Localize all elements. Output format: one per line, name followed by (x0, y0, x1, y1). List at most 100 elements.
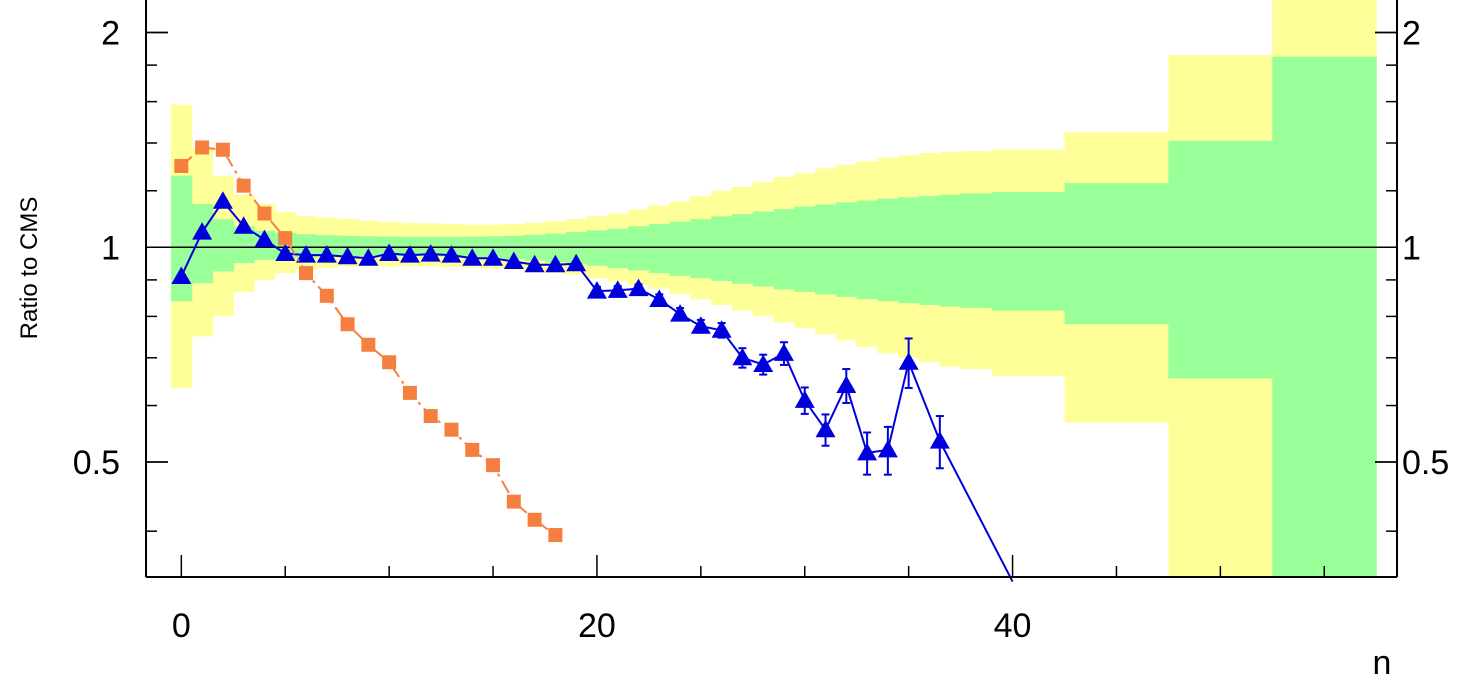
data-point-triangle (275, 243, 296, 262)
inner-band-bin (337, 235, 359, 257)
data-point-square (486, 458, 501, 473)
data-point-triangle (399, 245, 420, 263)
inner-band-bin (357, 236, 380, 257)
inner-band-bin (835, 202, 858, 297)
inner-band-bin (960, 193, 993, 308)
data-point-triangle (441, 245, 462, 263)
inner-band-bin (233, 226, 255, 264)
data-point-triangle (628, 278, 649, 297)
data-point-triangle (670, 304, 691, 322)
data-point-triangle (316, 245, 337, 263)
data-point-triangle (857, 442, 878, 461)
data-point-square (527, 512, 542, 527)
data-point-square (423, 409, 438, 424)
inner-band-bin (773, 209, 795, 290)
data-point-triangle (420, 244, 441, 262)
inner-band-bin (669, 221, 692, 276)
y-tick-label-left: 1 (101, 229, 120, 267)
data-point-triangle (711, 320, 732, 338)
inner-band-bin (711, 216, 733, 281)
data-point-triangle (524, 254, 545, 273)
x-tick-label: 20 (578, 607, 616, 645)
inner-band-bin (170, 175, 193, 302)
y-tick-label-right: 1 (1402, 229, 1421, 267)
inner-band-bin (815, 204, 837, 295)
x-tick-label: 0 (172, 607, 191, 645)
inner-band-bin (212, 219, 234, 272)
inner-band-bin (607, 228, 629, 269)
data-point-square (236, 178, 251, 193)
data-point-triangle (233, 216, 254, 234)
data-point-square (257, 206, 272, 221)
inner-band-bin (877, 198, 899, 302)
series-triangle (171, 191, 1014, 582)
data-point-square (444, 422, 459, 437)
data-point-triangle (836, 375, 857, 394)
plot-frame (145, 0, 1398, 578)
inner-band-bin (1064, 183, 1170, 325)
y-tick-label-left: 2 (101, 14, 120, 52)
inner-band-bin (991, 192, 1066, 311)
x-tick-label: 40 (994, 607, 1032, 645)
series-square (174, 140, 563, 543)
y-axis-label: Ratio to CMS (16, 197, 43, 340)
inner-band-bin (919, 195, 941, 305)
data-point-square (215, 142, 230, 157)
data-point-triangle (337, 246, 358, 265)
y-tick-label-right: 2 (1402, 14, 1421, 52)
data-point-triangle (545, 254, 566, 273)
inner-band-bin (898, 197, 920, 304)
data-point-square (340, 317, 355, 332)
inner-band-bin (690, 219, 712, 279)
data-point-triangle (358, 248, 379, 266)
data-point-triangle (690, 316, 711, 334)
inner-band-bin (648, 223, 671, 274)
data-point-triangle (462, 248, 483, 266)
inner-band-bin (191, 203, 214, 284)
data-point-square (319, 288, 334, 303)
data-point-triangle (929, 431, 950, 449)
data-point-triangle (503, 251, 524, 270)
data-point-triangle (732, 347, 753, 366)
data-point-square (361, 337, 376, 352)
data-point-square (278, 231, 293, 246)
data-point-triangle (773, 343, 794, 361)
data-point-triangle (296, 245, 317, 263)
data-point-triangle (379, 243, 400, 262)
data-point-triangle (212, 191, 233, 209)
data-point-triangle (483, 248, 504, 266)
data-point-triangle (753, 354, 774, 372)
data-point-triangle (898, 352, 919, 370)
data-point-square (174, 158, 189, 173)
data-point-square (465, 442, 480, 457)
inner-band-bin (586, 230, 608, 266)
data-point-square (195, 140, 210, 155)
data-point-triangle (566, 253, 587, 272)
inner-band-bin (732, 214, 754, 284)
x-axis: 0 20 40 (172, 555, 1326, 645)
data-point-triangle (171, 266, 192, 284)
data-series (171, 140, 1014, 582)
y-tick-label-left: 0.5 (73, 444, 120, 482)
uncertainty-bands (170, 0, 1377, 578)
data-point-triangle (815, 419, 836, 438)
y-tick-label-right: 0.5 (1402, 444, 1449, 482)
data-point-triangle (586, 281, 607, 299)
data-point-square (506, 494, 521, 509)
inner-band-bin (1272, 56, 1377, 578)
data-point-square (402, 385, 417, 400)
x-axis-label: n (1373, 644, 1392, 682)
inner-band-bin (794, 206, 816, 292)
data-point-square (382, 355, 397, 370)
data-point-triangle (794, 390, 815, 408)
inner-band-bin (752, 211, 775, 287)
inner-band-bin (1168, 140, 1273, 379)
data-point-triangle (607, 280, 628, 298)
data-point-triangle (877, 439, 898, 458)
inner-band-bin (628, 226, 650, 271)
inner-band-bin (939, 194, 962, 307)
data-point-square (548, 528, 563, 543)
data-point-triangle (649, 289, 670, 307)
data-point-triangle (254, 229, 275, 248)
